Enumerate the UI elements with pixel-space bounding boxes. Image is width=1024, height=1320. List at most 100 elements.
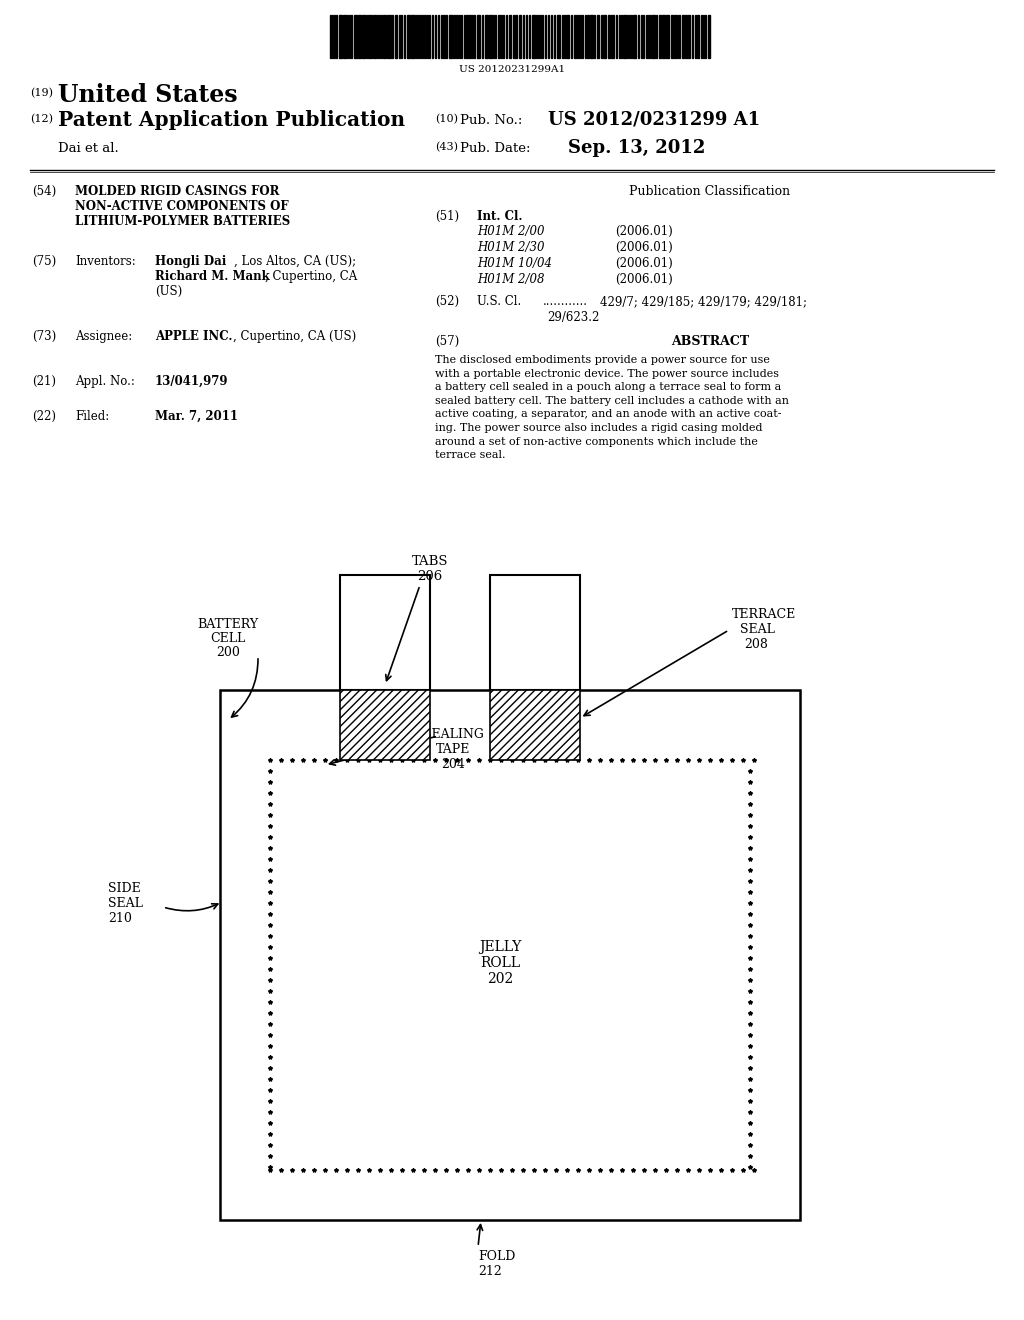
Text: US 2012/0231299 A1: US 2012/0231299 A1 xyxy=(548,110,760,128)
Text: 200: 200 xyxy=(216,645,240,659)
Bar xyxy=(362,15,365,58)
Bar xyxy=(374,15,376,58)
Bar xyxy=(557,15,560,58)
Bar xyxy=(388,15,391,58)
Bar xyxy=(515,15,517,58)
Bar xyxy=(383,15,385,58)
Text: (2006.01): (2006.01) xyxy=(615,242,673,253)
Bar xyxy=(395,15,397,58)
Text: H01M 10/04: H01M 10/04 xyxy=(477,257,552,271)
Text: H01M 2/30: H01M 2/30 xyxy=(477,242,545,253)
Text: 206: 206 xyxy=(418,570,442,583)
Text: (73): (73) xyxy=(32,330,56,343)
Bar xyxy=(358,15,361,58)
Text: (2006.01): (2006.01) xyxy=(615,224,673,238)
Bar xyxy=(339,15,342,58)
Bar xyxy=(611,15,614,58)
Text: H01M 2/00: H01M 2/00 xyxy=(477,224,545,238)
Text: Mar. 7, 2011: Mar. 7, 2011 xyxy=(155,411,238,422)
Bar xyxy=(220,690,800,1220)
Bar xyxy=(662,15,665,58)
Text: Int. Cl.: Int. Cl. xyxy=(477,210,522,223)
Text: TERRACE: TERRACE xyxy=(732,609,797,620)
Bar xyxy=(477,15,480,58)
Text: Dai et al.: Dai et al. xyxy=(58,143,119,154)
Text: SIDE: SIDE xyxy=(108,882,140,895)
Text: LITHIUM-POLYMER BATTERIES: LITHIUM-POLYMER BATTERIES xyxy=(75,215,290,228)
Text: (US): (US) xyxy=(155,285,182,298)
Bar xyxy=(597,15,599,58)
Bar xyxy=(466,15,468,58)
Text: JELLY: JELLY xyxy=(479,940,521,954)
Text: MOLDED RIGID CASINGS FOR: MOLDED RIGID CASINGS FOR xyxy=(75,185,280,198)
Text: Assignee:: Assignee: xyxy=(75,330,132,343)
Text: Publication Classification: Publication Classification xyxy=(630,185,791,198)
Text: (10): (10) xyxy=(435,114,458,124)
Bar xyxy=(340,690,430,760)
Text: ............: ............ xyxy=(543,294,588,308)
Text: (2006.01): (2006.01) xyxy=(615,257,673,271)
Text: (19): (19) xyxy=(30,88,53,98)
Text: (52): (52) xyxy=(435,294,459,308)
Text: U.S. Cl.: U.S. Cl. xyxy=(477,294,521,308)
Text: , Cupertino, CA: , Cupertino, CA xyxy=(265,271,357,282)
Text: (54): (54) xyxy=(32,185,56,198)
Bar xyxy=(685,15,687,58)
Text: NON-ACTIVE COMPONENTS OF: NON-ACTIVE COMPONENTS OF xyxy=(75,201,289,213)
Bar xyxy=(623,15,626,58)
Bar xyxy=(659,15,662,58)
Bar xyxy=(407,15,410,58)
Text: US 20120231299A1: US 20120231299A1 xyxy=(459,65,565,74)
Text: 210: 210 xyxy=(108,912,132,925)
Bar xyxy=(671,15,673,58)
Text: ROLL: ROLL xyxy=(480,956,520,970)
Bar xyxy=(697,15,699,58)
Text: (51): (51) xyxy=(435,210,459,223)
Text: United States: United States xyxy=(58,83,238,107)
Bar xyxy=(343,15,346,58)
Bar xyxy=(652,15,655,58)
Text: 13/041,979: 13/041,979 xyxy=(155,375,228,388)
Text: 204: 204 xyxy=(441,758,465,771)
Bar xyxy=(340,576,430,690)
Text: BATTERY: BATTERY xyxy=(198,618,259,631)
Bar xyxy=(368,15,371,58)
Bar xyxy=(682,15,684,58)
Text: Patent Application Publication: Patent Application Publication xyxy=(58,110,406,129)
Bar xyxy=(532,15,535,58)
Bar xyxy=(509,15,511,58)
Bar xyxy=(498,15,500,58)
Text: Filed:: Filed: xyxy=(75,411,110,422)
Text: 429/7; 429/185; 429/179; 429/181;: 429/7; 429/185; 429/179; 429/181; xyxy=(600,294,807,308)
Bar xyxy=(587,15,589,58)
Bar xyxy=(489,15,492,58)
Text: CELL: CELL xyxy=(210,632,246,645)
Text: 29/623.2: 29/623.2 xyxy=(548,312,600,323)
Bar xyxy=(449,15,452,58)
Text: SEAL: SEAL xyxy=(108,898,143,909)
Bar xyxy=(666,15,669,58)
Bar xyxy=(443,15,445,58)
Bar xyxy=(590,15,593,58)
Text: TAPE: TAPE xyxy=(436,743,470,756)
Text: SEAL: SEAL xyxy=(740,623,775,636)
Text: 212: 212 xyxy=(478,1265,502,1278)
Text: APPLE INC.: APPLE INC. xyxy=(155,330,232,343)
Bar xyxy=(411,15,414,58)
Text: (2006.01): (2006.01) xyxy=(615,273,673,286)
Bar xyxy=(566,15,569,58)
Text: , Cupertino, CA (US): , Cupertino, CA (US) xyxy=(233,330,356,343)
Text: Sep. 13, 2012: Sep. 13, 2012 xyxy=(568,139,706,157)
Text: (22): (22) xyxy=(32,411,56,422)
Text: (21): (21) xyxy=(32,375,56,388)
Text: Hongli Dai: Hongli Dai xyxy=(155,255,226,268)
Text: Pub. No.:: Pub. No.: xyxy=(460,114,522,127)
Text: Inventors:: Inventors: xyxy=(75,255,136,268)
Text: (43): (43) xyxy=(435,143,458,152)
Bar xyxy=(708,15,710,58)
Text: FOLD: FOLD xyxy=(478,1250,515,1263)
Bar xyxy=(608,15,610,58)
Text: 202: 202 xyxy=(486,972,513,986)
Text: The disclosed embodiments provide a power source for use
with a portable electro: The disclosed embodiments provide a powe… xyxy=(435,355,790,461)
Bar xyxy=(519,15,521,58)
